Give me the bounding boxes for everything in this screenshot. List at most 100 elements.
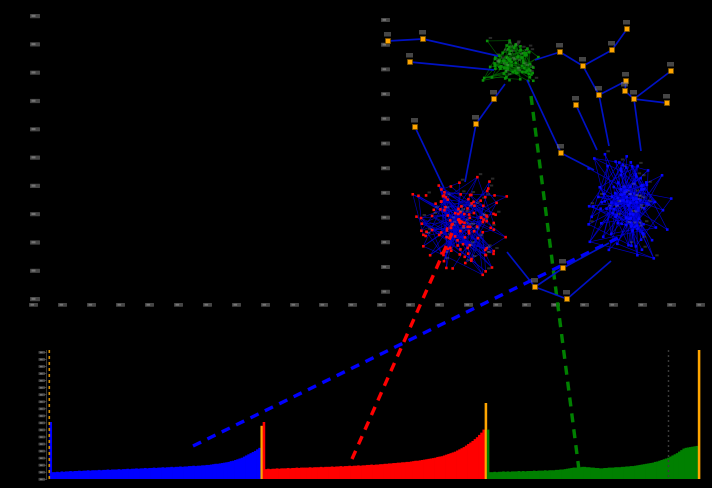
cluster-node [661, 208, 665, 212]
degree-bar [58, 472, 61, 479]
cluster-node [634, 175, 638, 178]
cluster-node [524, 51, 528, 55]
hub-edge [409, 61, 495, 71]
hub-edge [566, 260, 612, 300]
degree-bar [181, 466, 184, 479]
cluster-node [644, 181, 648, 184]
network-y-tick-label [381, 265, 390, 269]
cluster-node [482, 204, 485, 208]
cluster-node [482, 76, 486, 80]
cluster-node [636, 209, 640, 212]
cluster-node [630, 244, 633, 248]
degree-bar [383, 463, 387, 479]
degree-bar [587, 467, 591, 479]
degree-bar [146, 468, 149, 479]
degree-bar [625, 466, 628, 479]
hub-node [412, 124, 418, 130]
cluster-node [430, 228, 434, 232]
degree-bar [561, 469, 565, 479]
cluster-node [634, 173, 638, 176]
cluster-node [419, 216, 423, 220]
cluster-node [458, 181, 461, 184]
left-y-tick-label [30, 212, 40, 217]
cluster-node [519, 45, 522, 48]
cluster-node [506, 64, 510, 67]
degree-bar [447, 453, 450, 479]
degree-bar [253, 450, 257, 479]
degree-bar [416, 460, 420, 479]
cluster-node [457, 212, 460, 216]
cluster-node [602, 192, 606, 196]
x-axis-tick-label [406, 303, 415, 307]
degree-bar [590, 467, 593, 479]
degree-bar [552, 470, 556, 479]
degree-bar [460, 448, 464, 479]
cluster-node [646, 169, 650, 172]
hub-node [420, 36, 426, 42]
cluster-node [603, 200, 606, 203]
bottom-y-tick-label [38, 435, 45, 439]
cluster-node [472, 229, 476, 233]
degree-bar [271, 468, 275, 479]
cluster-node [503, 77, 507, 80]
x-axis-tick-label [696, 303, 705, 307]
bottom-y-tick-label [38, 351, 45, 354]
cluster-node [485, 219, 488, 223]
cluster-node [422, 233, 425, 237]
degree-bar [541, 470, 545, 479]
cluster-node [522, 51, 526, 55]
degree-bar [256, 449, 259, 479]
cluster-node [628, 212, 632, 216]
degree-bar [328, 466, 332, 479]
cluster-node [504, 235, 507, 239]
hub-edge [464, 123, 477, 183]
hub-node [558, 150, 564, 156]
cluster-node [484, 253, 488, 257]
degree-bar [190, 466, 193, 479]
hub-label-smudge [595, 86, 602, 91]
hub-edge [506, 251, 536, 288]
degree-bar [282, 468, 285, 479]
degree-bar [535, 471, 538, 479]
cluster-node [459, 193, 462, 196]
cluster-node [660, 173, 664, 177]
degree-bar [286, 467, 290, 479]
cluster-node [457, 218, 461, 221]
cluster-node [508, 39, 511, 42]
cluster-node [514, 43, 518, 46]
cluster-node [476, 236, 480, 240]
degree-bar [372, 464, 376, 479]
degree-bar [576, 467, 580, 479]
degree-bar [601, 468, 604, 479]
degree-bar [401, 462, 404, 479]
degree-bar [517, 471, 521, 479]
degree-bar [275, 468, 279, 479]
cluster-node [411, 193, 415, 196]
hub-node [560, 265, 566, 271]
degree-bar [192, 465, 195, 479]
degree-bar [385, 463, 389, 479]
degree-bar [289, 468, 292, 479]
cluster-node [499, 67, 502, 70]
degree-bar [629, 466, 633, 479]
degree-bar [695, 445, 699, 479]
cluster-node [627, 243, 630, 247]
cluster-node [490, 266, 494, 269]
degree-bar [133, 468, 136, 479]
cluster-node [607, 248, 611, 252]
cluster-node [485, 247, 488, 250]
cluster-node [532, 66, 535, 69]
degree-bar [370, 464, 373, 479]
hub-edge [633, 98, 668, 104]
cluster-node [487, 187, 490, 190]
x-axis-tick-label [522, 303, 531, 307]
degree-bar [680, 450, 683, 479]
degree-bar [486, 429, 490, 479]
hub-label-smudge [490, 90, 497, 95]
degree-bar [658, 460, 661, 479]
degree-bar [324, 466, 327, 479]
boundary-lines [48, 350, 670, 479]
cluster-node [530, 73, 533, 76]
cluster-node [492, 252, 495, 256]
degree-bar [491, 472, 494, 479]
